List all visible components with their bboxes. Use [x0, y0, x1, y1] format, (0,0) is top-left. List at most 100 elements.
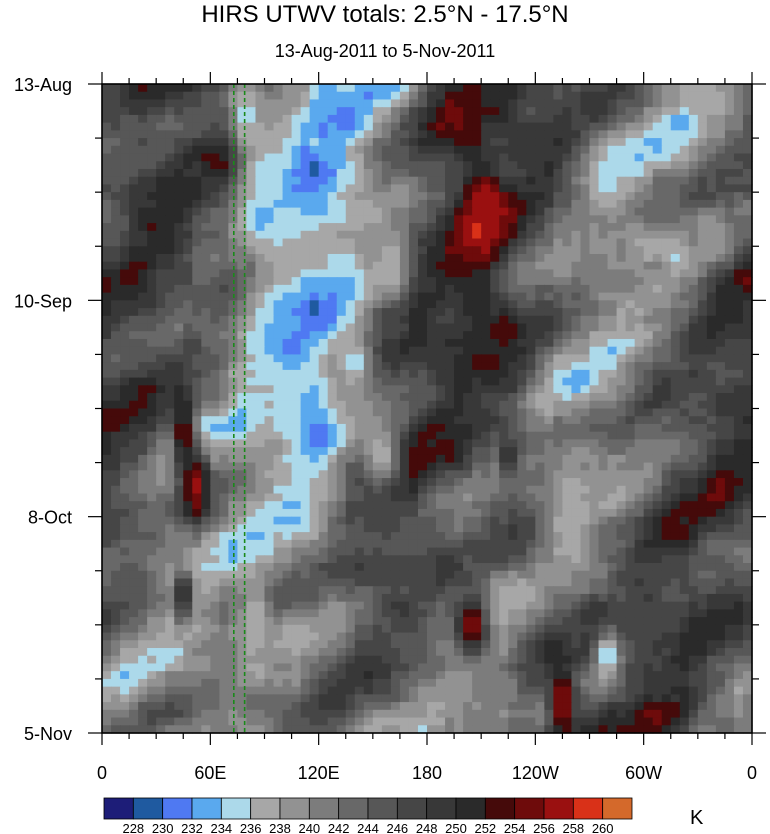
heatmap-cell: [273, 161, 284, 170]
heatmap-cell: [571, 168, 582, 178]
heatmap-cell: [201, 516, 211, 525]
heatmap-cell: [237, 184, 248, 193]
heatmap-cell: [147, 84, 157, 93]
heatmap-cell: [318, 617, 329, 626]
heatmap-cell: [318, 454, 329, 464]
heatmap-cell: [733, 578, 744, 587]
heatmap-cell: [445, 107, 455, 116]
heatmap-cell: [580, 269, 591, 278]
heatmap-cell: [309, 423, 320, 433]
heatmap-cell: [336, 261, 347, 271]
heatmap-cell: [183, 261, 193, 271]
heatmap-cell: [643, 377, 654, 386]
heatmap-cell: [526, 338, 536, 348]
heatmap-cell: [237, 253, 248, 263]
heatmap-cell: [111, 130, 121, 139]
heatmap-cell: [508, 223, 518, 232]
heatmap-cell: [408, 532, 419, 541]
heatmap-cell: [562, 114, 573, 124]
heatmap-cell: [138, 609, 148, 618]
heatmap-cell: [598, 122, 609, 131]
heatmap-cell: [436, 308, 446, 317]
heatmap-cell: [129, 338, 139, 348]
heatmap-cell: [300, 184, 311, 193]
heatmap-cell: [724, 454, 735, 464]
heatmap-cell: [174, 586, 184, 595]
heatmap-cell: [273, 609, 284, 618]
heatmap-cell: [183, 192, 193, 201]
heatmap-cell: [282, 485, 293, 495]
heatmap-cell: [183, 199, 193, 209]
heatmap-cell: [147, 532, 157, 541]
heatmap-cell: [300, 524, 311, 533]
heatmap-cell: [535, 107, 545, 116]
heatmap-cell: [697, 516, 708, 525]
heatmap-cell: [102, 176, 112, 186]
heatmap-cell: [336, 153, 347, 162]
heatmap-cell: [408, 416, 419, 425]
heatmap-cell: [327, 478, 338, 487]
heatmap-cell: [300, 493, 311, 502]
heatmap-cell: [264, 130, 275, 139]
heatmap-cell: [715, 331, 726, 340]
heatmap-cell: [724, 223, 735, 232]
heatmap-cell: [652, 593, 663, 603]
heatmap-cell: [625, 532, 636, 541]
heatmap-cell: [399, 593, 410, 603]
heatmap-cell: [697, 138, 708, 147]
heatmap-cell: [733, 84, 744, 93]
heatmap-cell: [688, 292, 699, 301]
heatmap-cell: [363, 192, 374, 201]
heatmap-cell: [201, 416, 211, 425]
heatmap-cell: [111, 447, 121, 456]
heatmap-cell: [102, 416, 112, 425]
heatmap-cell: [309, 161, 320, 170]
heatmap-cell: [120, 447, 130, 456]
heatmap-cell: [120, 578, 130, 587]
chart-title: HIRS UTWV totals: 2.5°N - 17.5°N: [201, 1, 569, 28]
heatmap-cell: [553, 153, 564, 162]
heatmap-cell: [472, 277, 482, 286]
heatmap-cell: [300, 593, 311, 603]
heatmap-cell: [661, 122, 672, 131]
heatmap-cell: [219, 369, 229, 379]
heatmap-cell: [183, 91, 193, 101]
heatmap-cell: [481, 393, 491, 402]
heatmap-cell: [111, 315, 121, 325]
heatmap-cell: [318, 563, 329, 572]
heatmap-cell: [210, 400, 220, 410]
heatmap-cell: [273, 292, 284, 301]
heatmap-cell: [706, 555, 717, 564]
heatmap-cell: [472, 508, 482, 518]
heatmap-cell: [201, 485, 211, 495]
heatmap-cell: [345, 253, 356, 263]
heatmap-cell: [553, 508, 564, 518]
heatmap-cell: [427, 269, 437, 278]
heatmap-cell: [607, 454, 618, 464]
heatmap-cell: [129, 609, 139, 618]
heatmap-cell: [670, 516, 681, 525]
heatmap-cell: [670, 578, 681, 587]
heatmap-cell: [336, 362, 347, 371]
heatmap-cell: [589, 114, 600, 124]
heatmap-cell: [327, 153, 338, 162]
heatmap-cell: [445, 223, 455, 232]
heatmap-cell: [616, 393, 627, 402]
heatmap-cell: [508, 439, 518, 448]
heatmap-cell: [526, 462, 536, 471]
heatmap-cell: [688, 346, 699, 356]
heatmap-cell: [354, 524, 365, 533]
heatmap-cell: [327, 184, 338, 193]
heatmap-cell: [634, 586, 645, 595]
heatmap-cell: [436, 207, 446, 216]
heatmap-cell: [553, 223, 564, 232]
heatmap-cell: [147, 377, 157, 386]
heatmap-cell: [381, 346, 392, 356]
heatmap-cell: [697, 532, 708, 541]
heatmap-cell: [309, 284, 320, 294]
heatmap-cell: [733, 400, 744, 410]
heatmap-cell: [490, 462, 500, 471]
heatmap-cell: [138, 199, 148, 209]
heatmap-cell: [156, 431, 166, 441]
heatmap-cell: [706, 153, 717, 162]
